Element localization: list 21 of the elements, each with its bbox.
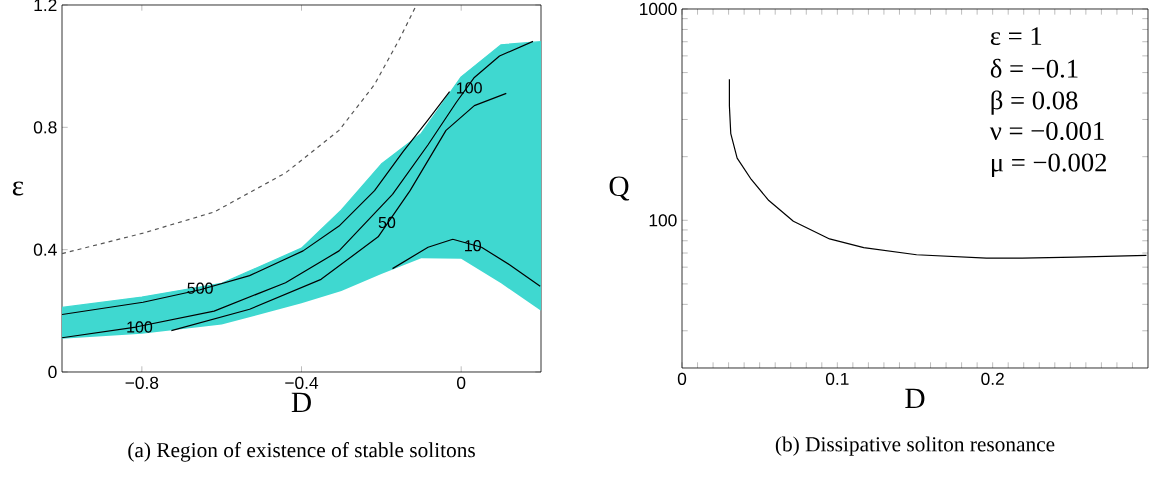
x-axis-title: D [291, 392, 311, 413]
annotation: β = 0.08 [991, 90, 1078, 115]
annotation: ν = −0.001 [989, 121, 1104, 141]
x-tick-label: 0.1 [825, 372, 849, 385]
y-tick-label: 0.8 [33, 121, 57, 134]
y-axis-title: ε [12, 181, 24, 196]
x-tick-label: 0 [457, 376, 466, 389]
line-series [170, 92, 507, 332]
annotation: δ = −0.1 [990, 58, 1078, 78]
x-tick-label: 0.2 [981, 372, 1004, 385]
x-tick-label: 0 [677, 372, 687, 385]
annotation: μ = −0.002 [991, 153, 1107, 178]
text: (b) Dissipative soliton resonance [775, 436, 1055, 456]
x-axis-title: D [905, 388, 925, 409]
text: (a) Region of existence of stable solitons [128, 442, 475, 462]
x-tick-label: −0.4 [285, 376, 319, 389]
annotation: ε = 1 [990, 27, 1042, 46]
x-tick-label: −0.8 [125, 376, 159, 389]
y-axis-title: Q [609, 176, 630, 201]
y-tick-label: 1000 [640, 2, 677, 16]
y-tick-label: 0.4 [33, 243, 57, 256]
